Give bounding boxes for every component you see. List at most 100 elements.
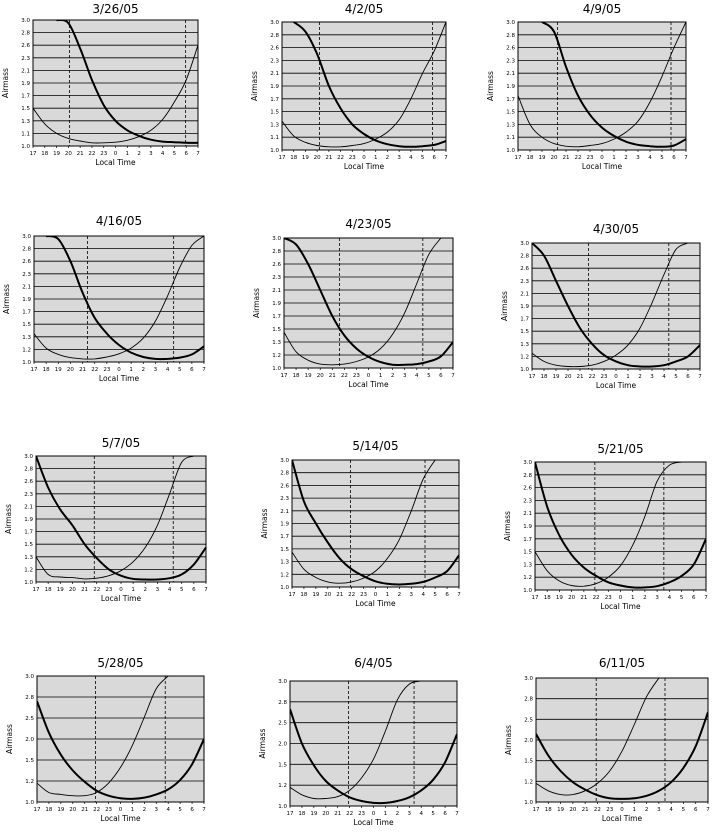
x-tick-label: 2 [391, 373, 395, 379]
x-tick-label: 7 [704, 595, 708, 601]
airmass-curve-thin [518, 22, 686, 148]
y-tick-label: 1.7 [24, 530, 33, 536]
x-tick-label: 17 [31, 367, 38, 373]
airmass-curve-thin [536, 678, 660, 796]
chart-title: 5/14/05 [352, 439, 399, 453]
y-axis-label: Airmass [5, 724, 14, 754]
x-tick-label: 18 [545, 807, 552, 813]
x-tick-label: 6 [439, 373, 443, 379]
x-tick-label: 0 [620, 807, 624, 813]
airmass-curve-thin [535, 462, 682, 587]
y-tick-label: 1.5 [22, 322, 31, 328]
x-tick-label: 6 [192, 587, 196, 593]
y-tick-label: 1.2 [22, 347, 31, 353]
y-tick-label: 1.2 [272, 353, 281, 359]
y-tick-label: 2.1 [506, 71, 515, 77]
chart-title: 4/23/05 [345, 217, 392, 231]
x-axis-label: Local Time [600, 602, 641, 611]
x-tick-label: 23 [358, 811, 365, 817]
y-axis-label: Airmass [2, 284, 11, 314]
y-tick-label: 1.2 [520, 354, 529, 360]
x-tick-label: 21 [336, 592, 343, 598]
y-axis-label: Airmass [250, 71, 259, 101]
y-tick-label: 1.2 [278, 783, 287, 789]
x-tick-label: 1 [633, 807, 637, 813]
chart-title: 4/30/05 [592, 222, 640, 236]
airmass-curve-thick [536, 711, 708, 800]
x-tick-label: 1 [126, 151, 130, 157]
x-tick-label: 19 [553, 374, 560, 380]
x-tick-label: 22 [575, 155, 582, 161]
x-tick-label: 3 [397, 155, 401, 161]
y-tick-label: 1.5 [270, 110, 279, 116]
chart-title: 4/9/05 [582, 2, 622, 16]
x-tick-label: 4 [415, 373, 419, 379]
y-tick-label: 2.1 [523, 511, 532, 517]
x-tick-label: 0 [372, 811, 376, 817]
x-tick-label: 3 [410, 592, 414, 598]
y-tick-label: 1.3 [21, 119, 30, 125]
y-tick-label: 1.9 [506, 84, 515, 90]
x-tick-label: 2 [396, 811, 400, 817]
y-tick-label: 2.5 [524, 717, 533, 723]
x-tick-label: 23 [587, 155, 594, 161]
y-tick-label: 2.3 [520, 279, 529, 285]
x-tick-label: 5 [178, 807, 182, 813]
x-tick-label: 7 [457, 592, 461, 598]
x-tick-label: 17 [515, 155, 522, 161]
x-tick-label: 1 [131, 587, 135, 593]
x-tick-label: 21 [582, 807, 589, 813]
x-tick-label: 0 [117, 367, 121, 373]
airmass-curve-thick [45, 236, 204, 361]
x-tick-label: 20 [65, 151, 72, 157]
x-tick-label: 7 [202, 807, 206, 813]
x-tick-label: 18 [300, 592, 307, 598]
chart-title: 6/11/05 [598, 656, 646, 670]
x-tick-label: 3 [655, 595, 659, 601]
x-tick-label: 3 [636, 155, 640, 161]
x-tick-label: 19 [310, 811, 317, 817]
airmass-curve-thick [292, 460, 459, 586]
x-tick-label: 1 [379, 373, 383, 379]
x-tick-label: 21 [577, 374, 584, 380]
x-tick-label: 0 [614, 374, 618, 380]
x-tick-label: 0 [119, 587, 123, 593]
x-axis-label: Local Time [95, 158, 136, 167]
y-tick-label: 2.6 [506, 46, 515, 52]
airmass-curve-thick [56, 20, 198, 144]
y-tick-label: 1.9 [272, 301, 281, 307]
y-tick-label: 2.3 [22, 272, 31, 278]
y-tick-label: 2.5 [278, 721, 287, 727]
y-tick-label: 2.5 [25, 716, 34, 722]
y-tick-label: 1.0 [22, 360, 31, 366]
airmass-curve-thin [37, 676, 169, 797]
y-tick-label: 2.6 [270, 46, 279, 52]
x-tick-label: 7 [451, 373, 455, 379]
y-tick-label: 2.3 [280, 496, 289, 502]
x-tick-label: 17 [279, 155, 286, 161]
x-tick-label: 4 [409, 155, 413, 161]
x-tick-label: 7 [204, 587, 208, 593]
x-axis-label: Local Time [582, 162, 623, 171]
y-tick-label: 1.5 [25, 758, 34, 764]
x-tick-label: 5 [433, 592, 437, 598]
y-axis-label: Airmass [503, 511, 512, 541]
y-tick-label: 1.9 [270, 84, 279, 90]
y-tick-label: 2.0 [524, 738, 533, 744]
y-tick-label: 1.0 [272, 366, 281, 372]
y-tick-label: 3.0 [270, 20, 279, 26]
x-tick-label: 1 [626, 374, 630, 380]
y-tick-label: 2.1 [520, 291, 529, 297]
y-tick-label: 3.0 [506, 20, 515, 26]
x-tick-label: 2 [643, 595, 647, 601]
x-tick-label: 5 [178, 367, 182, 373]
y-axis-label: Airmass [260, 508, 269, 538]
x-tick-label: 20 [314, 155, 321, 161]
x-tick-label: 19 [55, 367, 62, 373]
x-tick-label: 5 [431, 811, 435, 817]
y-tick-label: 1.9 [22, 297, 31, 303]
y-tick-label: 1.5 [524, 759, 533, 765]
y-tick-label: 2.8 [524, 697, 533, 703]
